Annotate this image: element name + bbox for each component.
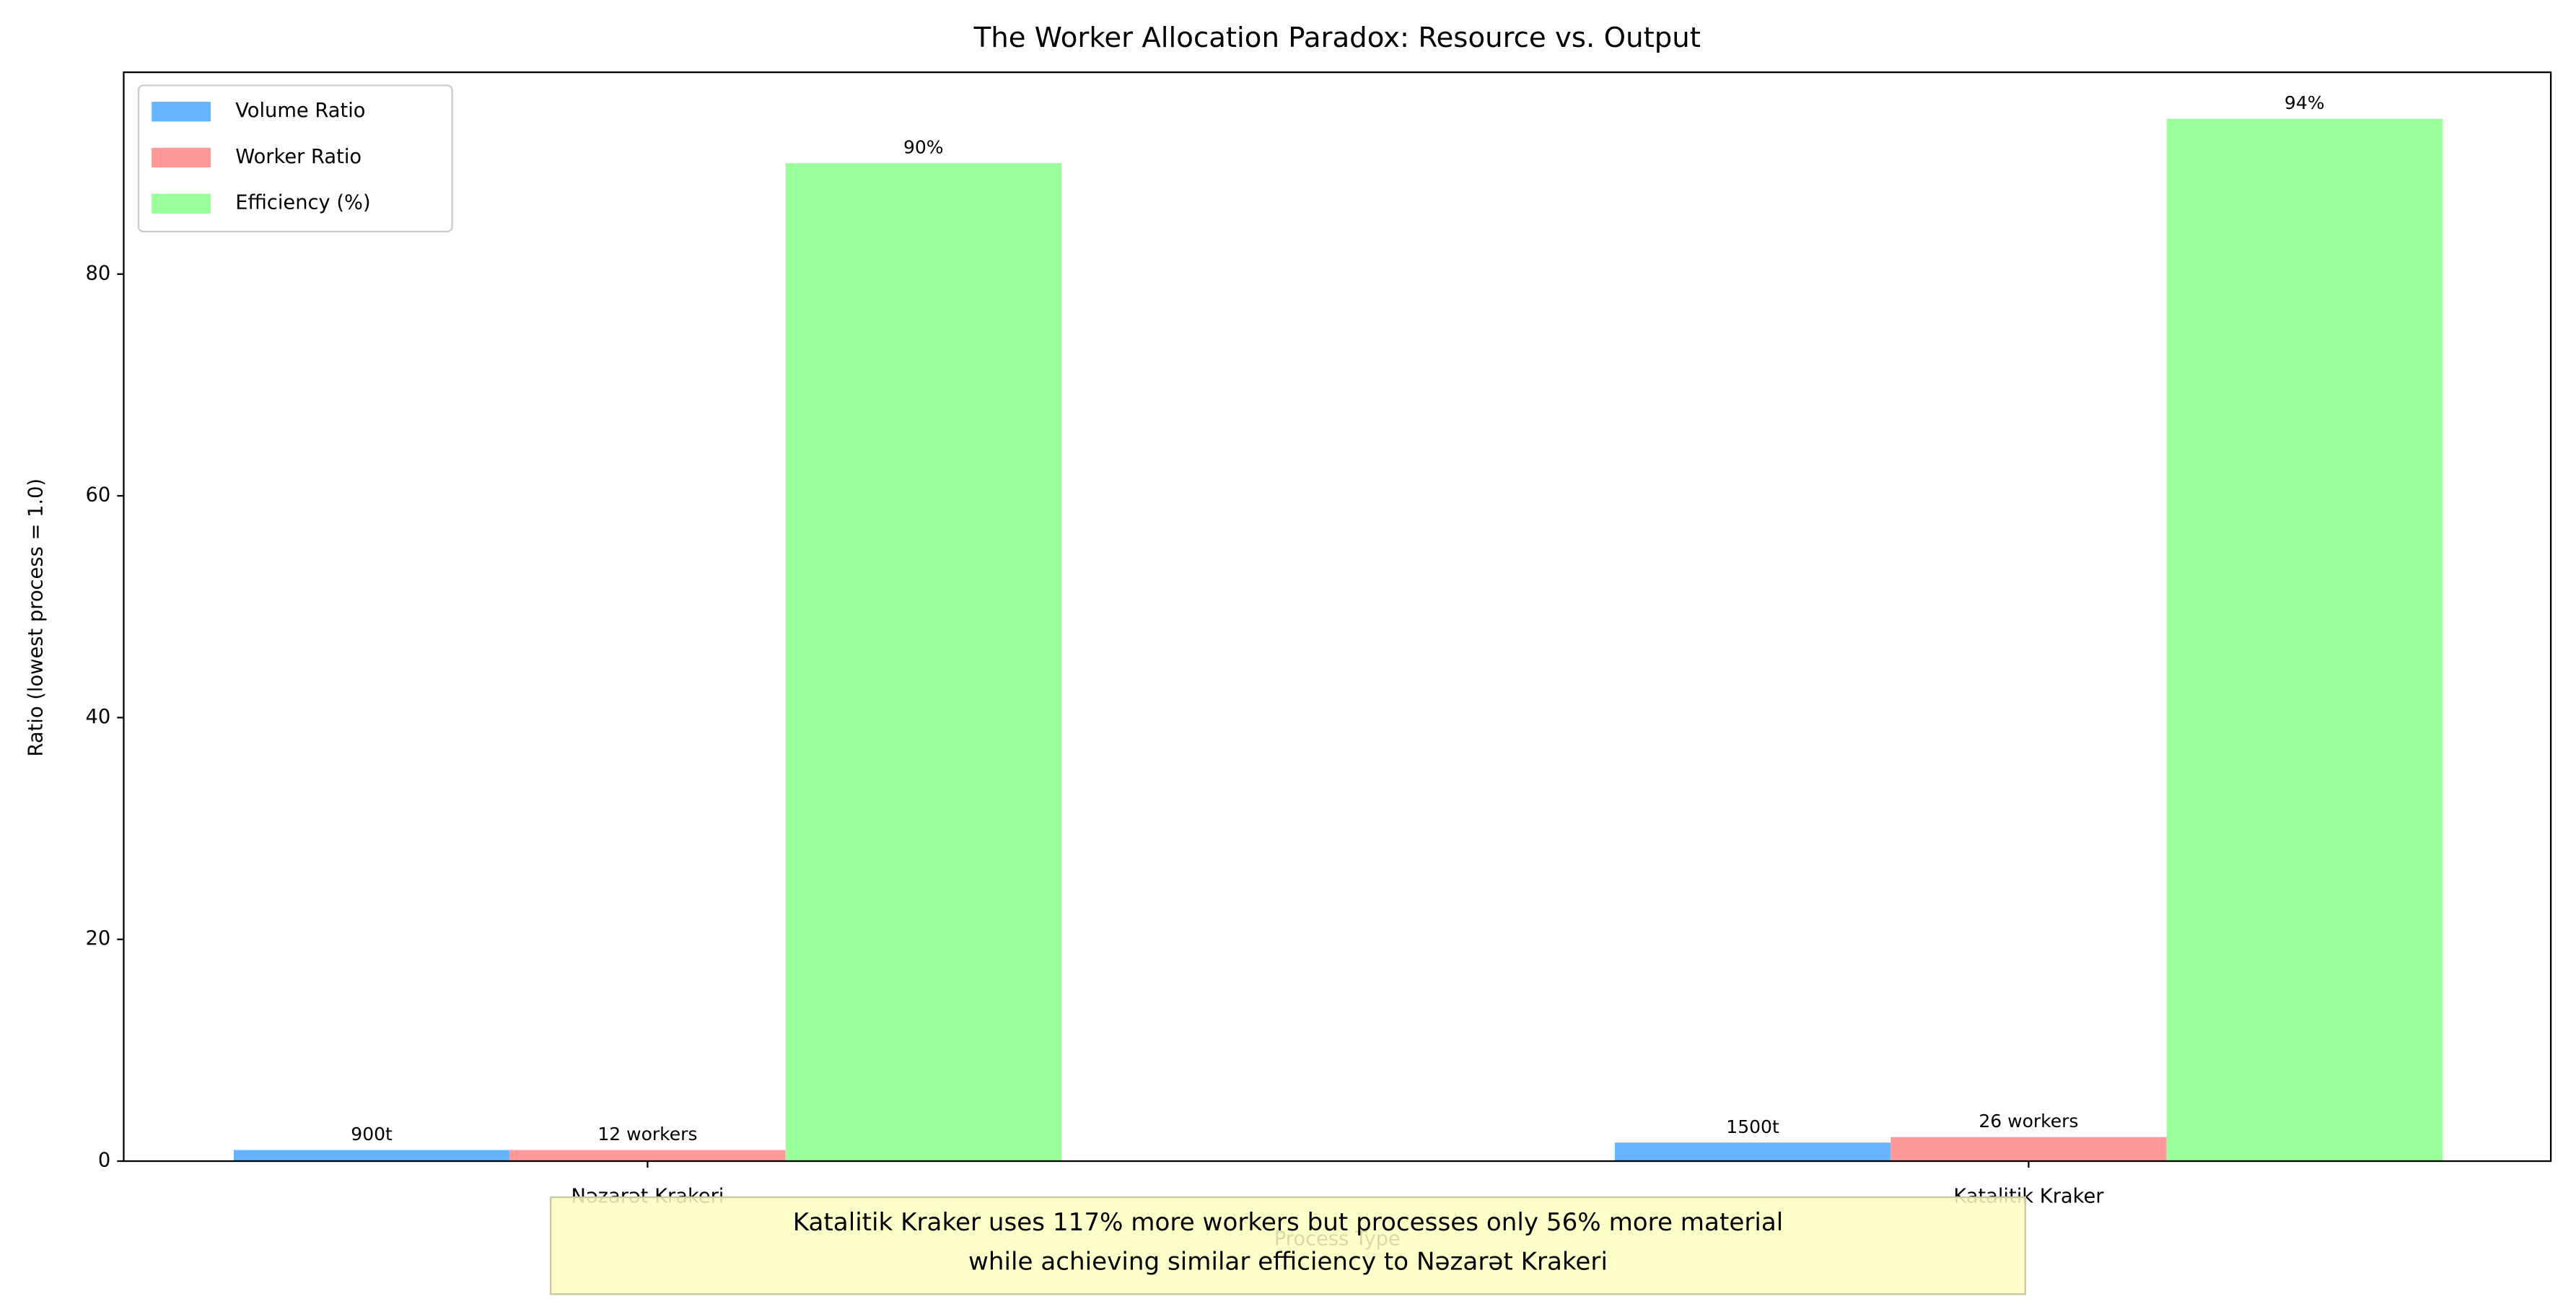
bar-label: 90% xyxy=(903,137,944,158)
bar xyxy=(2166,118,2443,1162)
bar-label: 1500t xyxy=(1726,1116,1779,1137)
bar xyxy=(509,1150,786,1162)
y-tick-label: 20 xyxy=(86,927,111,950)
annotation-text: Katalitik Kraker uses 117% more workers … xyxy=(793,1208,1784,1237)
legend-swatch xyxy=(152,147,211,168)
y-tick-label: 60 xyxy=(86,484,111,507)
annotation-box xyxy=(550,1196,2026,1295)
legend-frame xyxy=(137,84,453,233)
legend-swatch xyxy=(152,102,211,122)
bar xyxy=(785,163,1061,1162)
y-tick-label: 40 xyxy=(86,706,111,728)
y-tick-label: 0 xyxy=(98,1150,110,1172)
bar-label: 900t xyxy=(351,1124,393,1145)
bar-label: 26 workers xyxy=(1979,1111,2078,1132)
legend-label: Worker Ratio xyxy=(235,146,362,168)
legend: Volume Ratio Worker Ratio Efficiency (%) xyxy=(137,84,453,233)
y-tick-label: 80 xyxy=(86,262,111,284)
bar xyxy=(233,1150,510,1162)
legend-label: Efficiency (%) xyxy=(235,192,370,214)
bar xyxy=(1614,1142,1891,1162)
bar xyxy=(1891,1137,2167,1162)
bar-label: 94% xyxy=(2284,92,2325,113)
bar-label: 12 workers xyxy=(597,1124,697,1145)
chart-title: The Worker Allocation Paradox: Resource … xyxy=(973,22,1701,54)
legend-label: Volume Ratio xyxy=(235,100,365,122)
annotation-text: while achieving similar efficiency to Nə… xyxy=(968,1248,1608,1277)
plot-frame xyxy=(123,71,2552,1163)
legend-swatch xyxy=(152,193,211,214)
y-axis-label: Ratio (lowest process = 1.0) xyxy=(25,478,47,757)
